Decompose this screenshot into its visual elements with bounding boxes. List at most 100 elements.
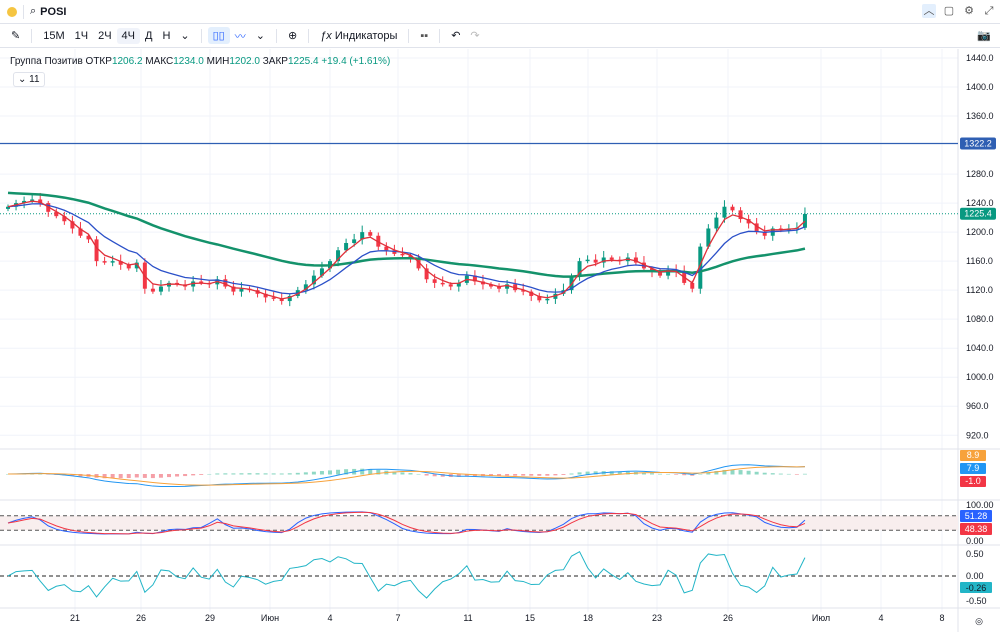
candle (271, 297, 276, 299)
macd-histogram-bar (279, 473, 284, 475)
time-tick: 4 (878, 613, 883, 623)
candle (722, 206, 727, 218)
candle (368, 232, 373, 236)
pencil-icon[interactable]: ✎ (11, 30, 21, 42)
candle (134, 262, 139, 269)
price-tick: 920.0 (966, 430, 989, 440)
candle (505, 284, 510, 289)
price-tick: 960.0 (966, 401, 989, 411)
interval-1h[interactable]: 1Ч (74, 29, 89, 42)
interval-2h[interactable]: 2Ч (98, 29, 112, 42)
macd-histogram-bar (191, 474, 196, 476)
stoch-tick: 100.00 (966, 500, 994, 510)
macd-histogram-bar (658, 473, 663, 475)
macd-histogram-bar (561, 474, 566, 475)
candle (448, 284, 453, 287)
divider (439, 28, 441, 43)
gear-icon[interactable]: ⚙ (964, 5, 974, 17)
line-chart-icon[interactable]: 〰 (234, 30, 246, 43)
stoch-tick: 0.00 (966, 536, 984, 546)
price-tick: 1440.0 (966, 53, 994, 63)
candle (118, 261, 123, 265)
macd-histogram-bar (303, 472, 308, 475)
time-tick: 11 (463, 613, 472, 623)
time-tick: 26 (723, 613, 733, 623)
symbol-search-input[interactable]: POSI (40, 5, 67, 18)
candle (440, 282, 445, 285)
chevron-down-icon[interactable]: ⌄ (255, 30, 265, 42)
candle (537, 295, 542, 301)
legend-open-label: ОТКР (85, 56, 112, 67)
price-tick: 1360.0 (966, 111, 994, 121)
indicators-toggle-button[interactable]: ⌄ 11 (13, 72, 45, 87)
macd-histogram-bar (223, 473, 228, 475)
macd-histogram-bar (794, 474, 799, 475)
macd-histogram-bar (255, 473, 260, 475)
legend-close: 1225.4 (287, 56, 319, 67)
macd-histogram-bar (489, 474, 493, 477)
price-tick: 1200.0 (966, 227, 994, 237)
stoch-value: 51.28 (965, 511, 988, 521)
macd-histogram-bar (617, 471, 622, 475)
candle (408, 255, 413, 258)
macd-histogram-bar (464, 474, 469, 477)
candle (38, 199, 43, 204)
candle (279, 298, 284, 302)
redo-icon[interactable]: ↷ (470, 30, 480, 42)
candle (569, 275, 574, 291)
macd-histogram-bar (142, 474, 147, 478)
candle (456, 282, 461, 287)
maximize-icon[interactable]: ⤢ (984, 5, 994, 17)
macd-histogram-bar (529, 474, 534, 476)
divider (31, 28, 33, 43)
candle (658, 272, 663, 276)
layouts-icon[interactable]: ▪▪ (420, 29, 429, 42)
interval-4h[interactable]: 4Ч (116, 27, 140, 44)
candle (70, 221, 75, 229)
window-icon[interactable]: ▢ (943, 5, 955, 17)
chevron-down-icon[interactable]: ⌄ (180, 30, 190, 42)
macd-label-bg (960, 476, 986, 487)
legend-close-label: ЗАКР (262, 56, 288, 67)
macd-histogram-bar (738, 470, 743, 475)
price-tick: 1080.0 (966, 314, 994, 324)
time-tick: 23 (652, 613, 662, 623)
macd-histogram-bar (609, 471, 614, 475)
indicators-button[interactable]: ƒx Индикаторы (315, 28, 402, 44)
candle (714, 217, 719, 229)
macd-histogram-bar (497, 474, 502, 477)
candle (360, 232, 365, 240)
divider (23, 4, 24, 19)
candle (754, 223, 759, 233)
macd-histogram-bar (505, 474, 510, 476)
undo-icon[interactable]: ↶ (451, 30, 461, 42)
chevron-up-icon[interactable]: ︿ (922, 4, 936, 18)
candle (746, 219, 751, 224)
macd-histogram-bar (231, 473, 236, 475)
stoch-band (0, 515, 958, 531)
last-price-label: 1225.4 (964, 209, 992, 219)
osc-label-bg (960, 582, 992, 593)
macd-histogram-bar (521, 474, 526, 476)
camera-icon[interactable]: 📷 (977, 30, 991, 42)
candle (126, 264, 131, 269)
interval-day[interactable]: Д (144, 29, 153, 42)
candle (416, 257, 421, 269)
macd-histogram-bar (126, 474, 131, 479)
interval-15m[interactable]: 15М (43, 29, 65, 42)
macd-histogram-bar (400, 472, 405, 475)
candle (609, 257, 614, 260)
search-icon[interactable]: ⌕ (30, 5, 37, 17)
macd-histogram-bar (770, 473, 775, 475)
candle (311, 275, 316, 285)
macd-histogram-bar (247, 473, 252, 475)
top-bar: ⌕ POSI ︿ ▢ ⚙ ⤢ (0, 0, 1000, 24)
candle (432, 279, 437, 283)
macd-histogram-bar (328, 470, 332, 475)
candles-icon[interactable]: ▯▯ (207, 27, 230, 44)
interval-week[interactable]: Н (162, 29, 171, 42)
stoch-label-bg (960, 523, 992, 535)
add-compare-icon[interactable]: ⊕ (287, 30, 298, 42)
macd-histogram-bar (167, 474, 171, 478)
